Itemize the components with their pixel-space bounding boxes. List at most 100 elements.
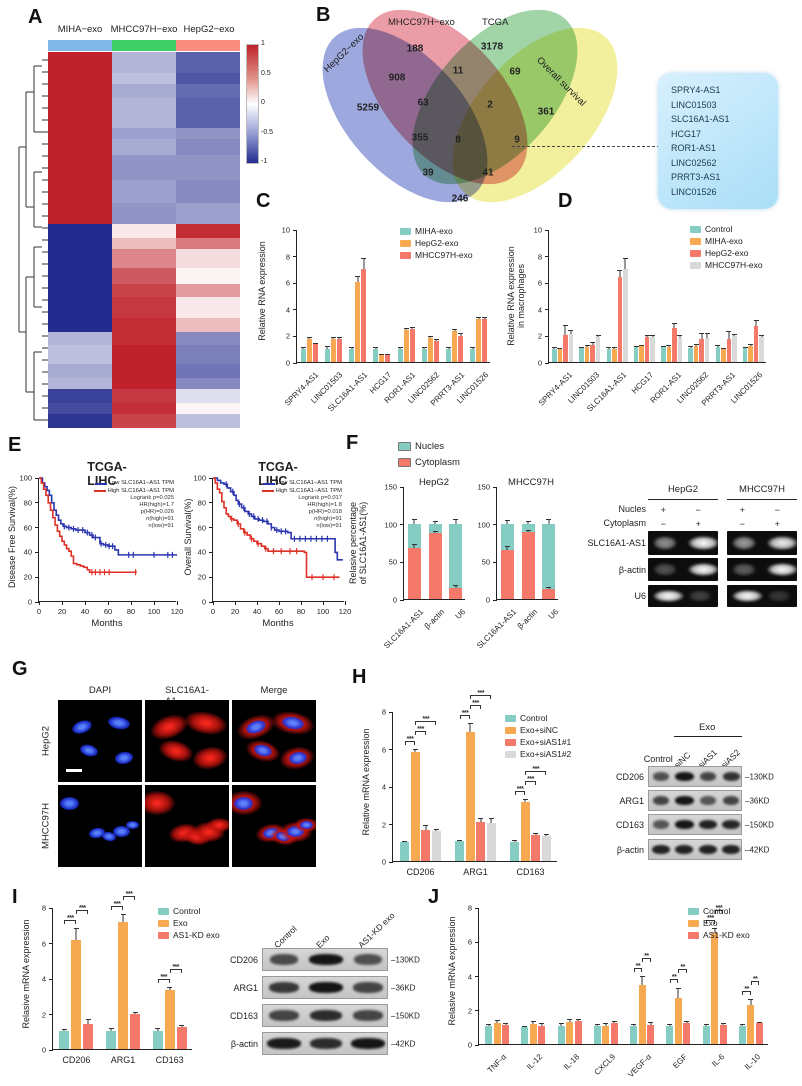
heatmap-cell <box>176 180 240 204</box>
error-bar <box>562 324 568 336</box>
sig-bracket <box>742 991 751 996</box>
sig-stars: *** <box>472 700 479 708</box>
gel-row-label: β-actin <box>618 564 646 575</box>
error-stem <box>596 1023 598 1027</box>
heatmap-row <box>48 127 240 140</box>
heatmap-cell <box>176 402 240 415</box>
km-legend-line <box>261 490 274 493</box>
y-axis-label: Relasive percentage of SLC16A1-AS1(%) <box>348 501 368 585</box>
x-tick <box>234 601 236 605</box>
legend-swatch <box>690 237 701 245</box>
error-bar <box>167 986 173 991</box>
blot-row-label: β-actin <box>230 1038 258 1049</box>
x-tick <box>344 601 346 605</box>
heatmap-cell <box>48 331 112 346</box>
blot-band <box>652 819 669 830</box>
heatmap-cell <box>176 377 240 390</box>
legend-swatch <box>158 919 169 927</box>
y-tick <box>293 256 297 258</box>
heatmap-row <box>48 414 240 428</box>
km-stat-line: HR(high)=1.7 <box>139 502 174 508</box>
legend-swatch <box>688 907 699 915</box>
km-stat-line: Logrank p=0.025 <box>130 495 174 501</box>
colorbar-tick: 1 <box>261 40 265 47</box>
sig-stars: *** <box>113 901 121 909</box>
heatmap-cell <box>48 317 112 332</box>
heatmap-cell <box>112 297 176 318</box>
sig-bracket <box>706 919 715 924</box>
error-bar <box>551 346 557 349</box>
blot-row-label: CD206 <box>615 771 644 782</box>
error-bar <box>355 275 361 283</box>
heatmap-cell <box>176 389 240 403</box>
y-tick-label: 0 <box>41 1045 46 1055</box>
error-stem <box>363 258 365 269</box>
plot-area: 0 2 4 6 8 CD206 ARG1 CD163 *** *** *** *** *** *** ***… <box>382 690 557 877</box>
error-bar <box>675 987 681 998</box>
stack-cytoplasm <box>521 531 535 599</box>
gel-band <box>766 589 791 603</box>
sig-stars: *** <box>532 766 540 774</box>
blot-band <box>353 982 383 993</box>
heatmap-cell <box>48 389 112 403</box>
km-stat-line: HR(high)=1.8 <box>307 502 342 508</box>
error-stem <box>605 1023 607 1027</box>
error-stem <box>75 928 77 940</box>
x-category-label: SLC16A1-AS1 <box>475 607 519 651</box>
sig-stars: ** <box>671 974 677 982</box>
bar <box>674 997 682 1044</box>
heatmap-cell <box>48 203 112 224</box>
error-bar <box>567 1019 573 1022</box>
bar <box>552 348 557 362</box>
blot-row <box>262 1004 388 1027</box>
error-bar <box>300 346 306 349</box>
bar <box>397 348 403 362</box>
venn-count: 8 <box>455 134 461 146</box>
bar <box>379 355 385 362</box>
error-bar <box>512 840 518 843</box>
legend-entry: AS1-KD exo <box>688 930 750 940</box>
x-tick-label: 80 <box>126 607 136 616</box>
venn-diagram: 5259 188 3178 361 908 11 69 63 2 355 8 9 39 41 246 HepG… <box>291 0 655 235</box>
sig-bracket <box>459 715 471 720</box>
error-stem <box>302 346 304 349</box>
error-bar <box>660 345 666 348</box>
bar <box>719 1025 727 1044</box>
y-tick-label: 6 <box>41 939 46 948</box>
km-stat-line: p(HR)=0.026 <box>140 509 174 515</box>
cell-cytoplasm-red <box>146 710 191 744</box>
error-bar <box>467 723 473 732</box>
venn-set-label: TCGA <box>482 17 509 28</box>
error-stem <box>619 270 621 277</box>
heatmap-cell <box>48 127 112 140</box>
error-stem <box>472 347 474 349</box>
y-tick <box>493 561 497 563</box>
heatmap-cell <box>112 267 176 284</box>
error-bar <box>155 1027 161 1032</box>
y-tick <box>545 335 549 337</box>
y-tick-label: 100 <box>19 473 32 483</box>
error-bar <box>703 1023 709 1027</box>
panel-label-E: E <box>8 434 22 456</box>
bar <box>661 347 666 362</box>
error-stem <box>505 1022 507 1026</box>
y-tick <box>49 907 53 909</box>
error-stem <box>399 347 401 349</box>
y-tick <box>493 486 497 488</box>
fraction-sign: − <box>660 519 666 529</box>
bar <box>579 348 584 362</box>
sig-bracket <box>415 721 437 726</box>
heatmap-cell <box>48 139 112 156</box>
x-tick-label: 100 <box>147 607 161 616</box>
error-stem <box>387 353 389 355</box>
x-category-label: EGF <box>671 1052 690 1071</box>
legend-label: MIHA-exo <box>705 236 743 246</box>
error-bar <box>579 346 585 349</box>
x-category-label: CD206 <box>62 1055 91 1065</box>
error-bar <box>639 976 645 985</box>
bar <box>538 1026 546 1044</box>
km-legend-label: High SLC16A1−AS1 TPM <box>107 487 174 494</box>
fraction-sign: + <box>695 519 701 529</box>
km-plot-area: 0 20 40 60 80 100 0 20 40 60 80 100 120 Low SLC16A1−A… <box>19 474 183 617</box>
venn-set-label: MHCC97H−exo <box>388 17 455 28</box>
